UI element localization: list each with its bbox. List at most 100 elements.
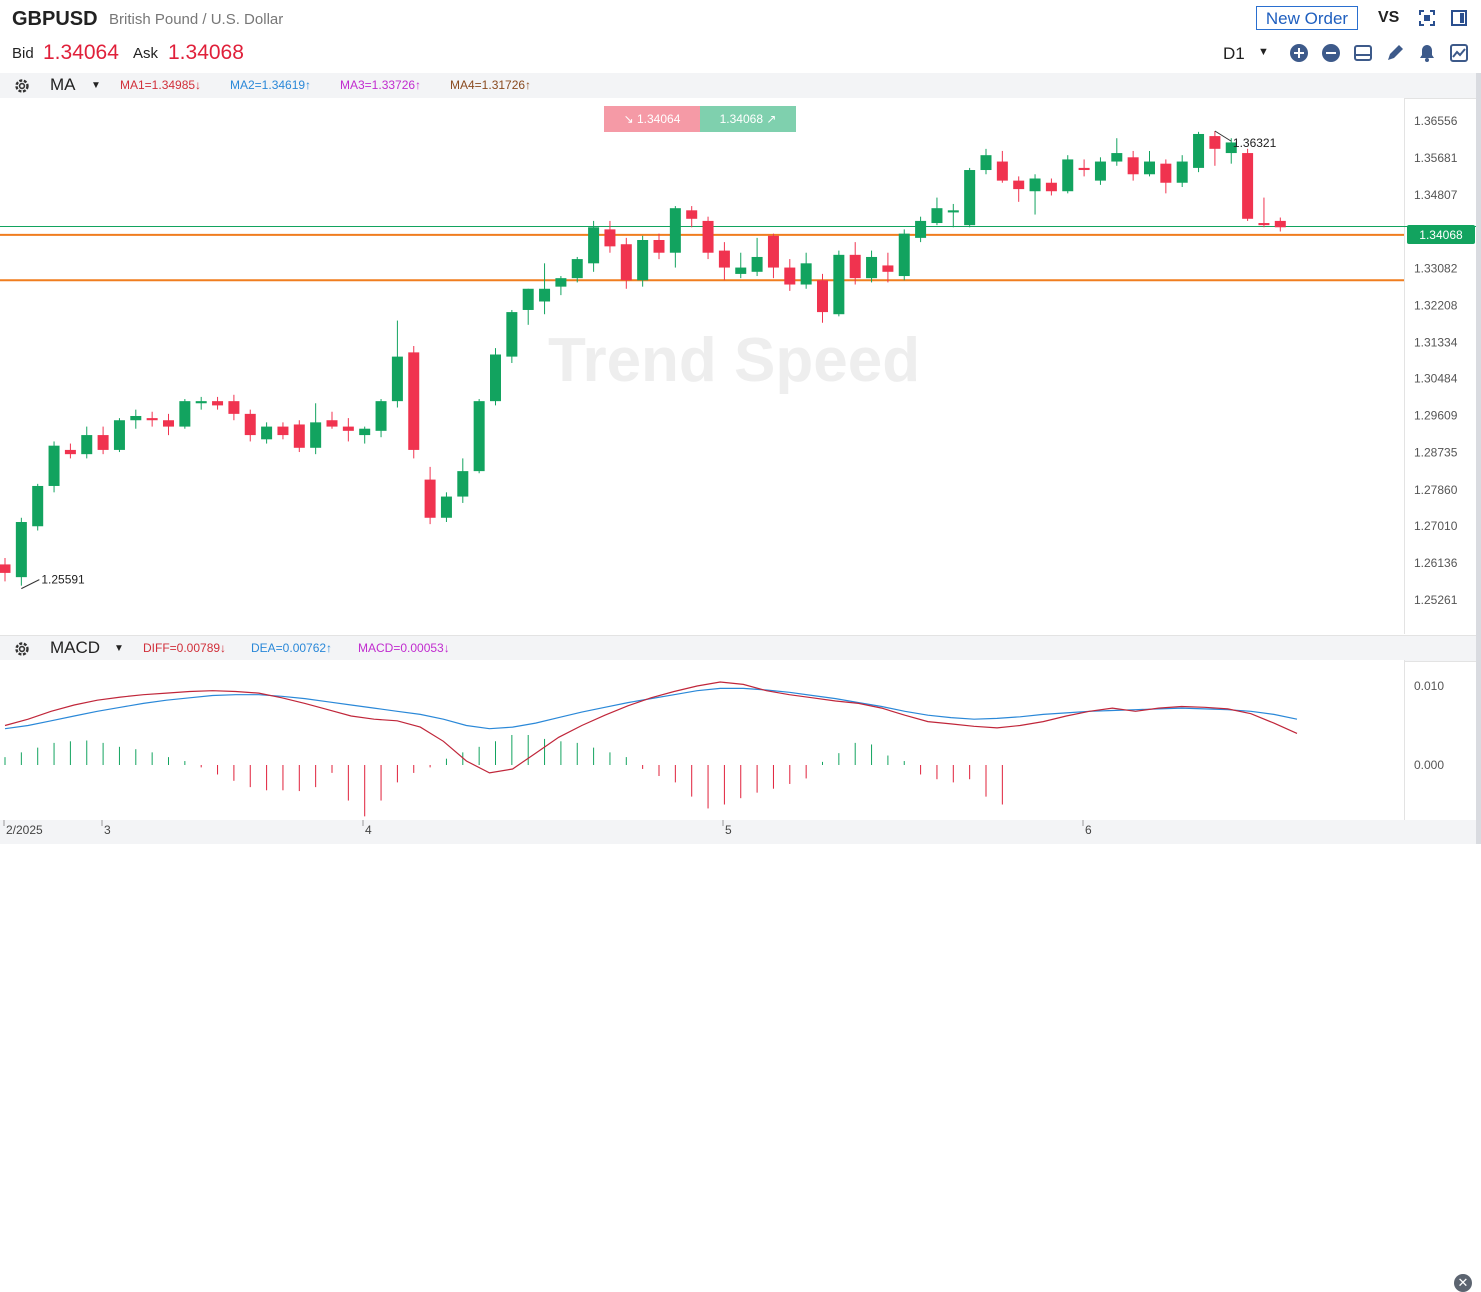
candle	[440, 492, 452, 523]
candle	[113, 418, 125, 453]
candle-body	[588, 227, 600, 264]
high-label: 1.36321	[1233, 136, 1277, 150]
candle	[620, 237, 632, 289]
candle-body	[473, 401, 485, 472]
candle-body	[1029, 178, 1041, 192]
candle-body	[408, 352, 420, 450]
price-chart[interactable]: Trend Speed 1.36556 1.35681 1.34807 1.33082 1…	[0, 98, 1476, 634]
chevron-down-icon[interactable]: ▼	[91, 80, 101, 91]
candle	[539, 263, 551, 315]
low-marker	[21, 579, 40, 590]
candle	[947, 203, 959, 228]
macd-chart[interactable]: 0.010 0.000 2/2025 3 4 5 6	[0, 660, 1476, 844]
candle-body	[163, 420, 174, 427]
bid-quote-box[interactable]: ↘ 1.34064	[604, 106, 700, 132]
candle	[898, 229, 910, 281]
gear-icon[interactable]	[12, 76, 32, 96]
macd-indicator-bar: MACD ▼ DIFF=0.00789↓ DEA=0.00762↑ MACD=0…	[0, 635, 1481, 1292]
candle	[1242, 148, 1254, 221]
candle	[277, 422, 289, 440]
top-bar: GBPUSD British Pound / U.S. Dollar Bid 1…	[0, 0, 1481, 72]
candle	[0, 558, 11, 582]
new-order-button[interactable]: New Order	[1256, 6, 1358, 30]
timeframe-select[interactable]: D1	[1223, 44, 1245, 63]
candle-body	[686, 210, 698, 219]
candle-body	[1144, 161, 1155, 175]
zoom-out-icon[interactable]	[1321, 43, 1341, 63]
candle-body	[64, 449, 76, 455]
high-marker	[1214, 130, 1232, 142]
candle	[669, 206, 681, 268]
candle	[408, 346, 420, 459]
symbol-title[interactable]: GBPUSD	[12, 8, 98, 30]
candle-body	[718, 250, 730, 268]
chart-icon[interactable]	[1449, 43, 1469, 63]
candle	[1045, 178, 1057, 196]
gear-icon[interactable]	[12, 639, 32, 659]
candle	[866, 250, 878, 283]
candle-body	[898, 233, 910, 277]
chevron-down-icon[interactable]: ▼	[114, 643, 124, 654]
panel-icon[interactable]	[1449, 8, 1469, 28]
candle-body	[800, 263, 812, 285]
candle-body	[1258, 223, 1270, 226]
candle-body	[653, 239, 665, 253]
x-tick-label: 2/2025	[6, 823, 43, 837]
candle	[1225, 138, 1237, 164]
candle-body	[1127, 157, 1139, 175]
candle-body	[1094, 161, 1106, 181]
ask-quote-box[interactable]: 1.34068 ↗	[700, 106, 796, 132]
bid-value: 1.34064	[43, 41, 119, 64]
candle	[1176, 155, 1188, 187]
candle	[653, 233, 665, 260]
candle	[359, 426, 371, 444]
candle	[310, 403, 322, 455]
ma-label[interactable]: MA	[50, 75, 76, 94]
candle	[293, 420, 305, 453]
fullscreen-icon[interactable]	[1417, 8, 1437, 28]
candle	[996, 150, 1008, 183]
zoom-in-icon[interactable]	[1289, 43, 1309, 63]
candle	[686, 206, 698, 228]
macd-label[interactable]: MACD	[50, 638, 101, 657]
scrollbar[interactable]	[1476, 73, 1481, 844]
candle	[457, 458, 469, 503]
y-tick-label: 1.35681	[1414, 151, 1458, 165]
candle	[702, 216, 714, 260]
candle	[1111, 138, 1123, 166]
chevron-down-icon[interactable]: ▼	[1258, 46, 1269, 58]
x-tick-label: 3	[104, 823, 111, 837]
candle	[571, 256, 583, 283]
layout-icon[interactable]	[1353, 43, 1373, 63]
candle	[1144, 150, 1155, 177]
y-tick-label: 1.31334	[1414, 335, 1458, 349]
candle-body	[915, 220, 927, 238]
candle	[735, 252, 747, 279]
candle-body	[1013, 180, 1025, 190]
candle-body	[833, 254, 845, 315]
candle	[64, 443, 76, 459]
candle	[1160, 159, 1172, 194]
candle-body	[980, 155, 992, 171]
ma4-value: MA4=1.31726↑	[450, 78, 532, 92]
candle-body	[1045, 182, 1057, 192]
y-tick-label: 1.25261	[1414, 593, 1458, 607]
candle	[179, 399, 191, 429]
candle-body	[506, 312, 518, 357]
candle	[146, 411, 158, 427]
candle	[375, 399, 387, 438]
candle-body	[228, 401, 240, 414]
vs-button[interactable]: VS	[1378, 9, 1400, 26]
candle	[1209, 131, 1221, 166]
bell-icon[interactable]	[1417, 43, 1437, 63]
close-icon[interactable]: ✕	[1454, 1274, 1472, 1292]
symbol-description: British Pound / U.S. Dollar	[109, 11, 284, 28]
candle-body	[48, 445, 60, 486]
low-label: 1.25591	[41, 573, 85, 587]
pencil-icon[interactable]	[1385, 43, 1405, 63]
ask-label: Ask	[133, 45, 159, 62]
ma3-value: MA3=1.33726↑	[340, 78, 422, 92]
x-tick-label: 4	[365, 823, 372, 837]
candle	[32, 483, 44, 531]
watermark-text: Trend Speed	[548, 326, 920, 395]
